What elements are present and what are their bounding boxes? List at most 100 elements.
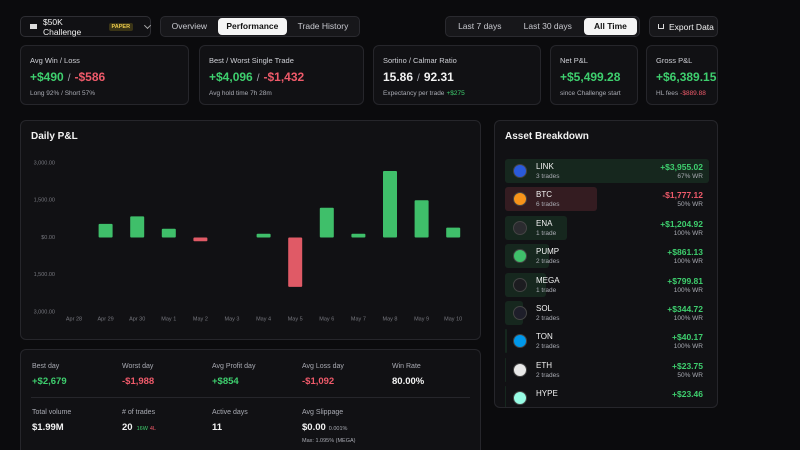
asset-row[interactable]: SOL 2 trades +$344.72 100% WR [505,301,709,325]
stat-value: +$4,096/-$1,432 [209,70,304,84]
pnl-bar [505,329,508,354]
stat-main2: 92.31 [423,70,454,84]
chart-title: Daily P&L [31,131,78,142]
chart: 3,000.00 1,500.00 $0.00 1,500.00 3,000.00 Apr… [34,160,463,322]
asset-symbol: ENA [536,218,553,228]
stat-label: Gross P&L [656,56,693,65]
tab[interactable]: Trade History [297,21,349,31]
asset-row[interactable]: ENA 1 trade +$1,204.92 100% WR [505,215,709,240]
stat-value: +$5,499.28 [560,70,620,84]
stat-card: Gross P&L +$6,389.15 HL fees -$889.88 [646,45,718,105]
asset-icon [513,164,527,178]
summary-label: Total volume [32,409,72,416]
note-value: -$889.88 [680,90,706,97]
x-tick-label: Apr 29 [97,316,113,322]
asset-symbol: PUMP [536,247,560,257]
wins: 16W [136,426,148,432]
asset-pnl: +$3,955.02 [660,162,703,172]
asset-card: Asset Breakdown LINK 3 trades +$3,955.02 67%… [494,120,718,408]
asset-row[interactable]: ETH 2 trades +$23.75 50% WR [505,357,709,382]
stat-sep: / [417,73,420,84]
badge: PAPER [108,22,134,31]
asset-win-rate: 50% WR [677,371,703,379]
summary-value: $0.00 0.001% [302,422,347,433]
x-tick-label: Apr 30 [129,316,145,322]
summary-value: 80.00% [392,376,424,387]
range[interactable]: All Time [583,18,637,35]
range[interactable]: Last 30 days [523,21,572,31]
stat-pos: +$490 [30,70,64,84]
stat-sep: / [67,73,71,84]
asset-icon [513,391,527,406]
export-icon [658,24,664,29]
stat-pos: +$6,389.15 [656,70,717,84]
asset-pnl: +$23.46 [672,389,703,400]
x-tick-label: May 3 [225,316,240,322]
summary-value: -$1,092 [302,376,334,387]
account-selector[interactable]: $50K Challenge PAPER [20,16,152,37]
detail: 0.001% [328,426,348,432]
asset-symbol: BTC [536,190,552,200]
x-tick-label: May 10 [444,316,462,322]
bar [98,223,113,238]
export-button[interactable]: Export Data [649,16,718,37]
note: Long 92% / Short 57% [30,90,96,97]
stat-card: Sortino / Calmar Ratio 15.86/92.31 Expecta… [373,45,541,105]
y-tick-label: $0.00 [41,235,55,241]
asset-symbol: ETH [536,360,552,370]
account-name: $50K Challenge [42,16,82,37]
value: $0.00 [302,422,326,433]
asset-trades: 1 trade [536,286,557,294]
note: since Challenge start [560,90,621,97]
value: 80.00% [392,376,425,387]
x-tick-label: May 6 [319,316,334,322]
stat-pos: +$4,096 [209,70,253,84]
asset-row[interactable]: MEGA 1 trade +$799.81 100% WR [505,272,709,297]
range[interactable]: Last 7 days [458,21,502,31]
chevron [144,21,152,29]
divider [31,397,470,398]
stat-note: Avg hold time 7h 28m [209,90,272,97]
stat-main: 15.86 [383,70,414,84]
asset-pnl: +$344.72 [667,304,703,314]
asset-row[interactable]: HYPE +$23.46 [505,386,709,407]
summary-value: +$854 [212,376,239,387]
asset-icon [513,334,527,349]
stat-card: Avg Win / Loss +$490/-$586 Long 92% / Shor… [20,45,189,105]
asset-trades: 1 trade [536,229,557,237]
asset-trades: 3 trades [536,173,560,180]
bar [256,233,271,238]
asset-row[interactable]: TON 2 trades +$40.17 100% WR [505,329,709,354]
tab[interactable]: Overview [171,21,208,31]
x-tick-label: Apr 28 [66,316,82,322]
asset-row[interactable]: PUMP 2 trades +$861.13 100% WR [505,244,709,269]
x-tick-label: May 5 [288,316,303,322]
bar [414,200,429,238]
note-value: +$275 [446,90,465,97]
stat-value: +$490/-$586 [30,70,105,84]
bar [351,233,366,238]
value: +$2,679 [32,376,67,387]
note: Expectancy per trade [383,90,445,97]
asset-pnl: +$23.75 [672,360,703,371]
summary-label: Best day [32,363,60,370]
asset-win-rate: 100% WR [673,286,703,294]
summary-label: # of trades [122,409,156,416]
summary-sub: Max: 1.095% (MEGA) [302,438,356,444]
tab[interactable]: Performance [217,18,287,35]
value: 11 [212,422,223,433]
bar [319,207,334,238]
asset-symbol: MEGA [536,275,560,285]
value: -$1,092 [302,376,335,387]
asset-row[interactable]: BTC 6 trades -$1,777.12 50% WR [505,187,709,212]
summary-label: Worst day [122,363,154,370]
bar [130,216,145,238]
asset-win-rate: 50% WR [677,201,703,209]
value: +$854 [212,376,239,387]
pnl-bar [505,357,507,382]
x-tick-label: May 1 [161,316,176,322]
asset-row[interactable]: LINK 3 trades +$3,955.02 67% WR [505,159,709,183]
asset-pnl: +$861.13 [667,247,703,258]
bar [161,228,176,238]
